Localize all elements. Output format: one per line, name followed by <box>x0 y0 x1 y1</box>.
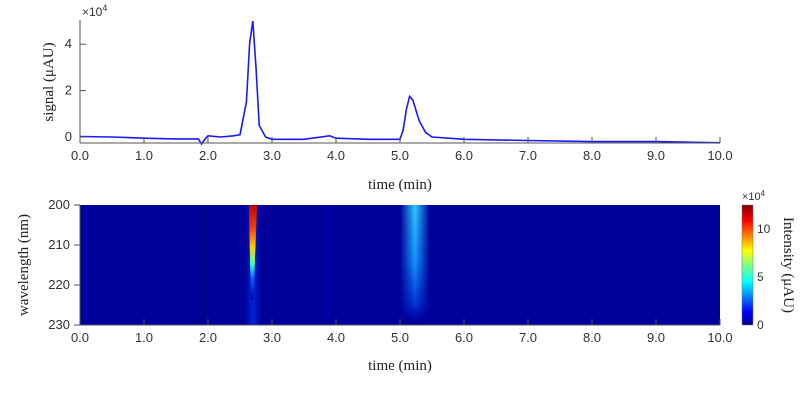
colorbar-tick-label: 5 <box>757 270 764 284</box>
heatmap-y-axis-label: wavelength (nm) <box>16 214 32 316</box>
x-tick-label: 10.0 <box>707 330 732 345</box>
x-tick-label: 8.0 <box>583 330 601 345</box>
colorbar-label: Intensity (μAU) <box>780 217 796 313</box>
x-tick-label: 2.0 <box>199 330 217 345</box>
y-tick-label: 220 <box>48 277 70 292</box>
y-tick-label: 2 <box>65 83 72 98</box>
x-tick-label: 6.0 <box>455 148 473 163</box>
x-tick-label: 5.0 <box>391 330 409 345</box>
x-tick-label: 3.0 <box>263 330 281 345</box>
y-tick-label: 210 <box>48 237 70 252</box>
x-tick-label: 9.0 <box>647 330 665 345</box>
x-tick-label: 4.0 <box>327 148 345 163</box>
colorbar-tick-label: 0 <box>757 318 764 332</box>
x-tick-label: 3.0 <box>263 148 281 163</box>
heatmap-peak-1 <box>249 205 257 300</box>
heatmap-x-axis-label: time (min) <box>368 358 432 374</box>
x-tick-label: 6.0 <box>455 330 473 345</box>
chromatogram-chart: ×104 0 2 4 0.0 1.0 2.0 3.0 4.0 5.0 6.0 7.0 8.0 9.0 1… <box>41 3 733 193</box>
x-tick-label: 0.0 <box>71 330 89 345</box>
chromatogram-line <box>79 20 721 146</box>
x-tick-label: 0.0 <box>71 148 89 163</box>
y-tick-label: 4 <box>65 36 72 51</box>
heatmap-minor-band <box>325 205 331 325</box>
y-tick-label: 200 <box>48 197 70 212</box>
y-axis-label: signal (μAU) <box>41 42 57 121</box>
y-tick-label: 0 <box>65 129 72 144</box>
colorbar <box>741 204 754 326</box>
x-tick-label: 1.0 <box>135 330 153 345</box>
y-exponent: ×104 <box>82 3 107 19</box>
x-tick-label: 7.0 <box>519 330 537 345</box>
x-tick-label: 5.0 <box>391 148 409 163</box>
x-tick-label: 9.0 <box>647 148 665 163</box>
x-tick-label: 1.0 <box>135 148 153 163</box>
heatmap-chart: 200 210 220 230 0.0 1.0 2.0 3.0 4.0 5.0 6.0 7.0 8.0… <box>16 189 796 374</box>
colorbar-tick-label: 10 <box>757 222 771 236</box>
x-tick-label: 7.0 <box>519 148 537 163</box>
x-tick-label: 8.0 <box>583 148 601 163</box>
x-tick-label: 4.0 <box>327 330 345 345</box>
y-tick-label: 230 <box>48 317 70 332</box>
x-axis-label: time (min) <box>368 177 432 193</box>
x-tick-label: 10.0 <box>707 148 732 163</box>
x-tick-label: 2.0 <box>199 148 217 163</box>
heatmap-peak-2 <box>400 205 430 325</box>
colorbar-exponent: ×104 <box>742 189 766 203</box>
heatmap-dip-band <box>202 205 205 325</box>
